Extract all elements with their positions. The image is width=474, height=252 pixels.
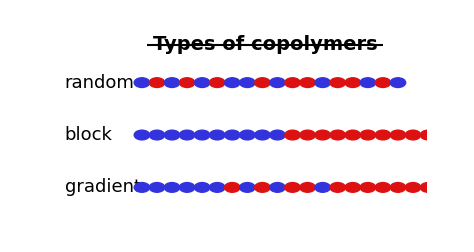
Ellipse shape	[375, 78, 391, 87]
Ellipse shape	[179, 78, 195, 87]
Ellipse shape	[330, 130, 346, 140]
Ellipse shape	[164, 182, 180, 192]
Ellipse shape	[330, 182, 346, 192]
Ellipse shape	[300, 182, 315, 192]
Ellipse shape	[149, 182, 164, 192]
Ellipse shape	[330, 78, 346, 87]
Ellipse shape	[360, 78, 375, 87]
Ellipse shape	[300, 130, 315, 140]
Ellipse shape	[134, 78, 150, 87]
Ellipse shape	[194, 182, 210, 192]
Ellipse shape	[179, 130, 195, 140]
Ellipse shape	[390, 182, 406, 192]
Ellipse shape	[210, 130, 225, 140]
Ellipse shape	[285, 78, 300, 87]
Ellipse shape	[255, 130, 270, 140]
Ellipse shape	[375, 182, 391, 192]
Ellipse shape	[270, 78, 285, 87]
Ellipse shape	[420, 130, 436, 140]
Ellipse shape	[315, 78, 330, 87]
Ellipse shape	[194, 78, 210, 87]
Ellipse shape	[255, 78, 270, 87]
Ellipse shape	[225, 78, 240, 87]
Ellipse shape	[240, 78, 255, 87]
Ellipse shape	[405, 182, 421, 192]
Ellipse shape	[360, 130, 375, 140]
Ellipse shape	[270, 182, 285, 192]
Ellipse shape	[315, 182, 330, 192]
Ellipse shape	[179, 182, 195, 192]
Ellipse shape	[375, 130, 391, 140]
Ellipse shape	[255, 182, 270, 192]
Text: random: random	[65, 74, 135, 92]
Ellipse shape	[134, 130, 150, 140]
Ellipse shape	[225, 182, 240, 192]
Ellipse shape	[285, 130, 300, 140]
Ellipse shape	[345, 130, 360, 140]
Ellipse shape	[390, 130, 406, 140]
Ellipse shape	[240, 182, 255, 192]
Ellipse shape	[164, 130, 180, 140]
Ellipse shape	[345, 78, 360, 87]
Ellipse shape	[225, 130, 240, 140]
Ellipse shape	[194, 130, 210, 140]
Ellipse shape	[134, 182, 150, 192]
Ellipse shape	[405, 130, 421, 140]
Ellipse shape	[210, 78, 225, 87]
Ellipse shape	[300, 78, 315, 87]
Ellipse shape	[315, 130, 330, 140]
Text: Types of copolymers: Types of copolymers	[153, 35, 377, 54]
Ellipse shape	[240, 130, 255, 140]
Ellipse shape	[285, 182, 300, 192]
Ellipse shape	[345, 182, 360, 192]
Ellipse shape	[390, 78, 406, 87]
Ellipse shape	[420, 182, 436, 192]
Text: block: block	[65, 126, 113, 144]
Ellipse shape	[164, 78, 180, 87]
Ellipse shape	[360, 182, 375, 192]
Text: gradient: gradient	[65, 178, 141, 196]
Ellipse shape	[149, 130, 164, 140]
Ellipse shape	[210, 182, 225, 192]
Ellipse shape	[149, 78, 164, 87]
Ellipse shape	[270, 130, 285, 140]
